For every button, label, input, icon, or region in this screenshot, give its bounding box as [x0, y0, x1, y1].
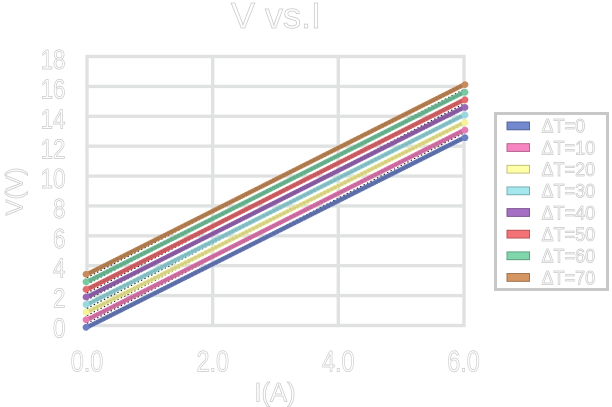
svg-text:8: 8 — [53, 194, 65, 225]
svg-text:18: 18 — [41, 45, 66, 76]
svg-text:I(A): I(A) — [254, 377, 295, 407]
svg-text:14: 14 — [41, 104, 66, 135]
svg-text:ΔT=0: ΔT=0 — [542, 115, 586, 137]
svg-text:2: 2 — [53, 283, 65, 314]
svg-text:0: 0 — [53, 313, 65, 344]
svg-text:12: 12 — [41, 134, 66, 165]
svg-text:6.0: 6.0 — [447, 345, 480, 378]
svg-text:10: 10 — [41, 164, 66, 195]
svg-text:ΔT=70: ΔT=70 — [542, 267, 596, 289]
svg-text:V(V): V(V) — [2, 168, 29, 216]
svg-text:ΔT=60: ΔT=60 — [542, 245, 596, 267]
svg-text:6: 6 — [53, 224, 65, 255]
svg-text:V vs.I: V vs.I — [231, 0, 321, 36]
svg-text:ΔT=10: ΔT=10 — [542, 137, 596, 159]
svg-text:4.0: 4.0 — [322, 345, 355, 378]
svg-text:ΔT=30: ΔT=30 — [542, 180, 596, 202]
svg-text:2.0: 2.0 — [196, 345, 229, 378]
svg-text:16: 16 — [41, 74, 66, 105]
svg-text:ΔT=50: ΔT=50 — [542, 224, 596, 246]
svg-text:ΔT=40: ΔT=40 — [542, 202, 596, 224]
svg-text:4: 4 — [53, 253, 65, 284]
svg-text:ΔT=20: ΔT=20 — [542, 159, 596, 181]
svg-text:0.0: 0.0 — [71, 345, 104, 378]
